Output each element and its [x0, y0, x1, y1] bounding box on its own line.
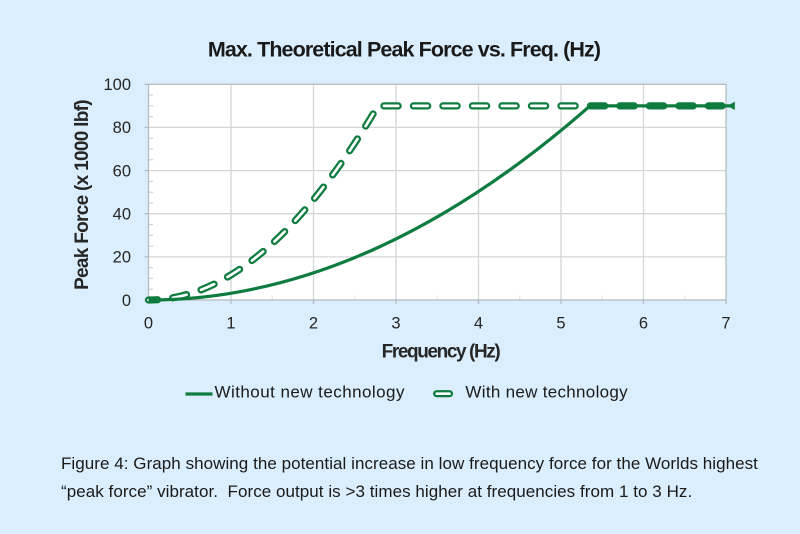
svg-text:60: 60	[113, 162, 131, 180]
svg-text:100: 100	[103, 76, 131, 94]
svg-text:20: 20	[113, 249, 131, 267]
svg-text:40: 40	[113, 206, 131, 224]
svg-text:Peak Force (x 1000 lbf): Peak Force (x 1000 lbf)	[72, 100, 93, 290]
svg-text:4: 4	[474, 315, 483, 333]
svg-text:Frequency (Hz): Frequency (Hz)	[382, 342, 501, 363]
svg-text:1: 1	[226, 315, 235, 333]
svg-text:6: 6	[639, 315, 648, 333]
svg-text:2: 2	[309, 315, 318, 333]
svg-text:0: 0	[122, 292, 131, 310]
svg-text:Without new technology: Without new technology	[215, 383, 405, 402]
svg-text:7: 7	[721, 315, 730, 333]
svg-text:Max. Theoretical Peak Force vs: Max. Theoretical Peak Force vs. Freq. (H…	[208, 37, 601, 61]
svg-text:0: 0	[144, 315, 153, 333]
svg-text:3: 3	[391, 315, 400, 333]
svg-text:5: 5	[556, 315, 565, 333]
svg-text:80: 80	[113, 119, 131, 137]
svg-text:With new technology: With new technology	[465, 383, 628, 402]
